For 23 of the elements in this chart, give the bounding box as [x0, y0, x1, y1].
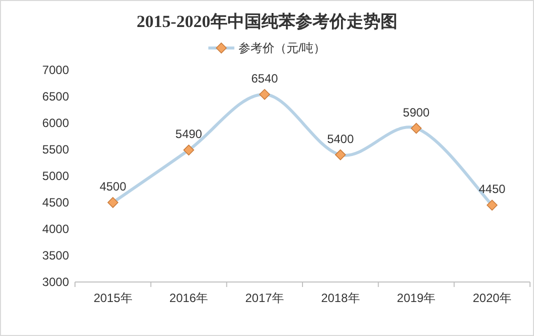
data-label: 4500: [100, 180, 127, 194]
x-tick-label: 2020年: [472, 291, 512, 305]
y-tick-label: 7000: [42, 63, 70, 77]
data-label: 5400: [327, 132, 354, 146]
y-tick-label: 3000: [42, 275, 70, 289]
x-tick-label: 2018年: [321, 291, 360, 305]
legend-label: 参考价（元/吨）: [238, 41, 326, 55]
y-tick-label: 6500: [42, 90, 70, 104]
chart-title: 2015-2020年中国纯苯参考价走势图: [136, 12, 398, 31]
x-tick-label: 2016年: [169, 291, 208, 305]
y-tick-label: 3500: [42, 248, 70, 262]
data-label: 5490: [175, 127, 202, 142]
x-tick-label: 2015年: [94, 291, 132, 305]
y-tick-label: 5500: [42, 142, 70, 156]
y-tick-label: 6000: [42, 116, 70, 130]
y-tick-label: 4500: [42, 196, 70, 210]
x-tick-label: 2017年: [245, 291, 284, 305]
data-label: 4450: [478, 182, 506, 196]
x-tick-label: 2019年: [396, 291, 436, 305]
y-tick-label: 4000: [42, 222, 70, 236]
data-label: 6540: [251, 71, 278, 86]
y-tick-label: 5000: [42, 169, 70, 183]
data-label: 5900: [402, 105, 430, 120]
